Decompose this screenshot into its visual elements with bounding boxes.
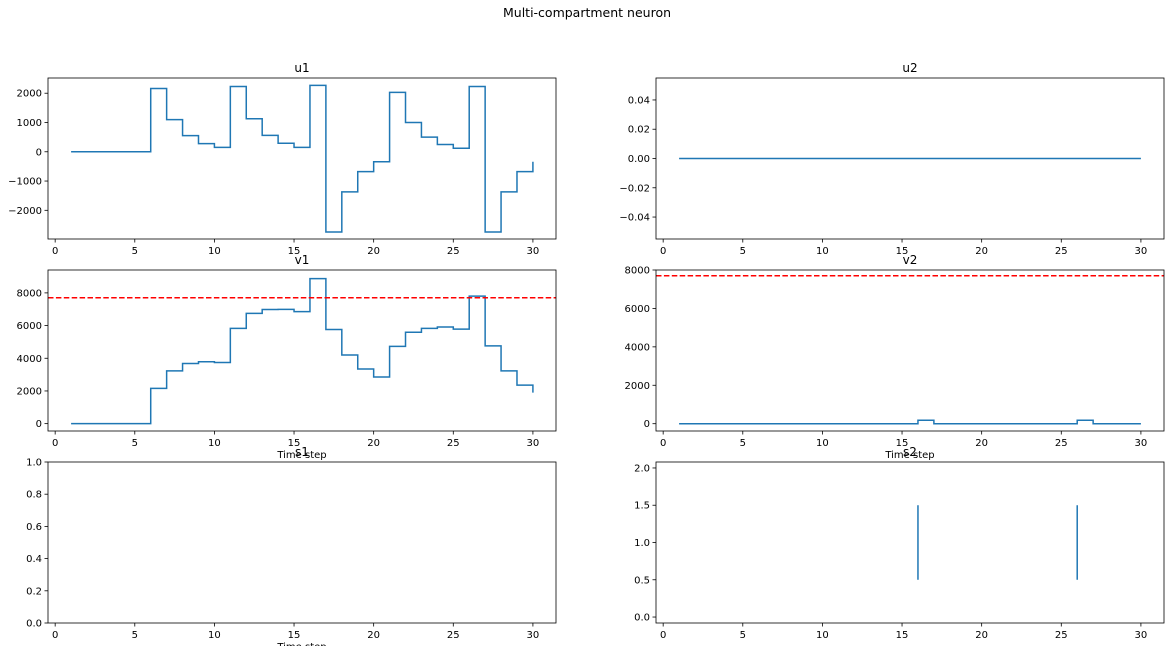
- x-tick-label: 25: [1055, 630, 1068, 641]
- y-tick-label: 2.0: [634, 463, 650, 474]
- x-tick-label: 15: [896, 246, 909, 257]
- axes-frame: [655, 461, 1165, 624]
- x-tick-label: 30: [1135, 630, 1148, 641]
- subplot-u2: 0 5 10 15 20 25 30 −0.04 −0.02 0.00 0.02 0.04 u2: [619, 61, 1165, 257]
- y-tick-label: 0.2: [26, 586, 42, 597]
- x-tick-label: 30: [527, 438, 540, 449]
- y-tick-label: 0.00: [628, 154, 650, 165]
- y-tick-label: 8000: [625, 266, 650, 277]
- y-tick-label: 6000: [17, 321, 42, 332]
- axes-frame: [47, 461, 557, 624]
- figure-title: Multi-compartment neuron: [503, 5, 671, 20]
- x-tick-label: 20: [975, 630, 988, 641]
- x-tick-label: 5: [132, 438, 138, 449]
- subplot-title: v2: [903, 253, 918, 267]
- x-tick-label: 10: [208, 246, 221, 257]
- y-tick-label: 1000: [17, 118, 42, 129]
- subplot-s2: 0 5 10 15 20 25 30 0.0 0.5 1.0 1.5 2.0 s2: [634, 445, 1165, 641]
- x-tick-label: 10: [208, 438, 221, 449]
- x-tick-label: 25: [1055, 246, 1068, 257]
- y-tick-label: 0: [36, 147, 42, 158]
- x-tick-label: 0: [52, 630, 58, 641]
- series-line-v2: [679, 419, 1141, 425]
- x-tick-label: 5: [740, 438, 746, 449]
- y-tick-label: 0.4: [26, 554, 42, 565]
- y-tick-label: 8000: [17, 288, 42, 299]
- y-tick-label: 0.04: [628, 95, 650, 106]
- y-tick-label: 0.0: [26, 619, 42, 630]
- x-tick-label: 30: [1135, 246, 1148, 257]
- x-tick-label: 25: [1055, 438, 1068, 449]
- x-tick-label: 15: [896, 438, 909, 449]
- series-line-v1: [71, 277, 534, 425]
- series-line-u1: [71, 84, 534, 233]
- x-tick-label: 0: [660, 630, 666, 641]
- y-tick-label: 0.8: [26, 490, 42, 501]
- x-tick-label: 10: [816, 246, 829, 257]
- y-tick-label: 2000: [17, 386, 42, 397]
- y-tick-label: 6000: [625, 304, 650, 315]
- axes-frame: [655, 77, 1165, 240]
- subplot-title: v1: [295, 253, 310, 267]
- subplot-v1: 0 5 10 15 20 25 30 0 2000 4000 6000 8000 v1 Time step: [17, 253, 557, 461]
- x-axis-label: Time step: [276, 642, 326, 646]
- x-tick-label: 0: [52, 438, 58, 449]
- subplot-title: s2: [903, 445, 917, 459]
- x-tick-label: 0: [660, 438, 666, 449]
- x-tick-label: 0: [52, 246, 58, 257]
- x-tick-label: 15: [896, 630, 909, 641]
- x-tick-label: 10: [816, 630, 829, 641]
- y-tick-label: 2000: [625, 381, 650, 392]
- x-tick-label: 5: [132, 630, 138, 641]
- x-tick-label: 5: [740, 630, 746, 641]
- x-tick-label: 5: [132, 246, 138, 257]
- axes-frame: [47, 269, 557, 432]
- y-tick-label: 1.0: [26, 458, 42, 469]
- y-tick-label: 0.02: [628, 125, 650, 136]
- y-tick-label: 2000: [17, 89, 42, 100]
- y-tick-label: 1.0: [634, 538, 650, 549]
- subplot-u1: 0 5 10 15 20 25 30 −2000 −1000 0 1000 2000 u1: [8, 61, 557, 257]
- x-tick-label: 5: [740, 246, 746, 257]
- subplot-v2: 0 5 10 15 20 25 30 0 2000 4000 6000 8000 v2 Time step: [625, 253, 1165, 461]
- x-axis-label: Time step: [276, 450, 326, 461]
- y-tick-label: 4000: [17, 354, 42, 365]
- x-tick-label: 10: [208, 630, 221, 641]
- y-tick-label: 0: [36, 419, 42, 430]
- x-tick-label: 20: [367, 246, 380, 257]
- x-tick-label: 15: [288, 438, 301, 449]
- x-axis-label: Time step: [884, 450, 934, 461]
- axes-frame: [655, 269, 1165, 432]
- subplot-title: u1: [294, 61, 309, 75]
- subplot-title: s1: [295, 445, 309, 459]
- x-tick-label: 15: [288, 246, 301, 257]
- y-tick-label: −2000: [8, 206, 42, 217]
- x-tick-label: 15: [288, 630, 301, 641]
- subplot-title: u2: [902, 61, 917, 75]
- x-tick-label: 0: [660, 246, 666, 257]
- x-tick-label: 30: [1135, 438, 1148, 449]
- y-tick-label: 0.5: [634, 575, 650, 586]
- x-tick-label: 25: [447, 630, 460, 641]
- y-tick-label: −0.02: [619, 183, 650, 194]
- y-tick-label: −0.04: [619, 213, 650, 224]
- x-tick-label: 10: [816, 438, 829, 449]
- y-tick-label: 0: [644, 419, 650, 430]
- axes-frame: [47, 77, 557, 240]
- y-tick-label: −1000: [8, 177, 42, 188]
- x-tick-label: 25: [447, 246, 460, 257]
- x-tick-label: 30: [527, 630, 540, 641]
- x-tick-label: 20: [975, 438, 988, 449]
- y-tick-label: 0.0: [634, 613, 650, 624]
- y-tick-label: 1.5: [634, 501, 650, 512]
- x-tick-label: 30: [527, 246, 540, 257]
- y-tick-label: 0.6: [26, 522, 42, 533]
- x-tick-label: 20: [367, 438, 380, 449]
- x-tick-label: 25: [447, 438, 460, 449]
- x-tick-label: 20: [975, 246, 988, 257]
- y-tick-label: 4000: [625, 342, 650, 353]
- x-tick-label: 20: [367, 630, 380, 641]
